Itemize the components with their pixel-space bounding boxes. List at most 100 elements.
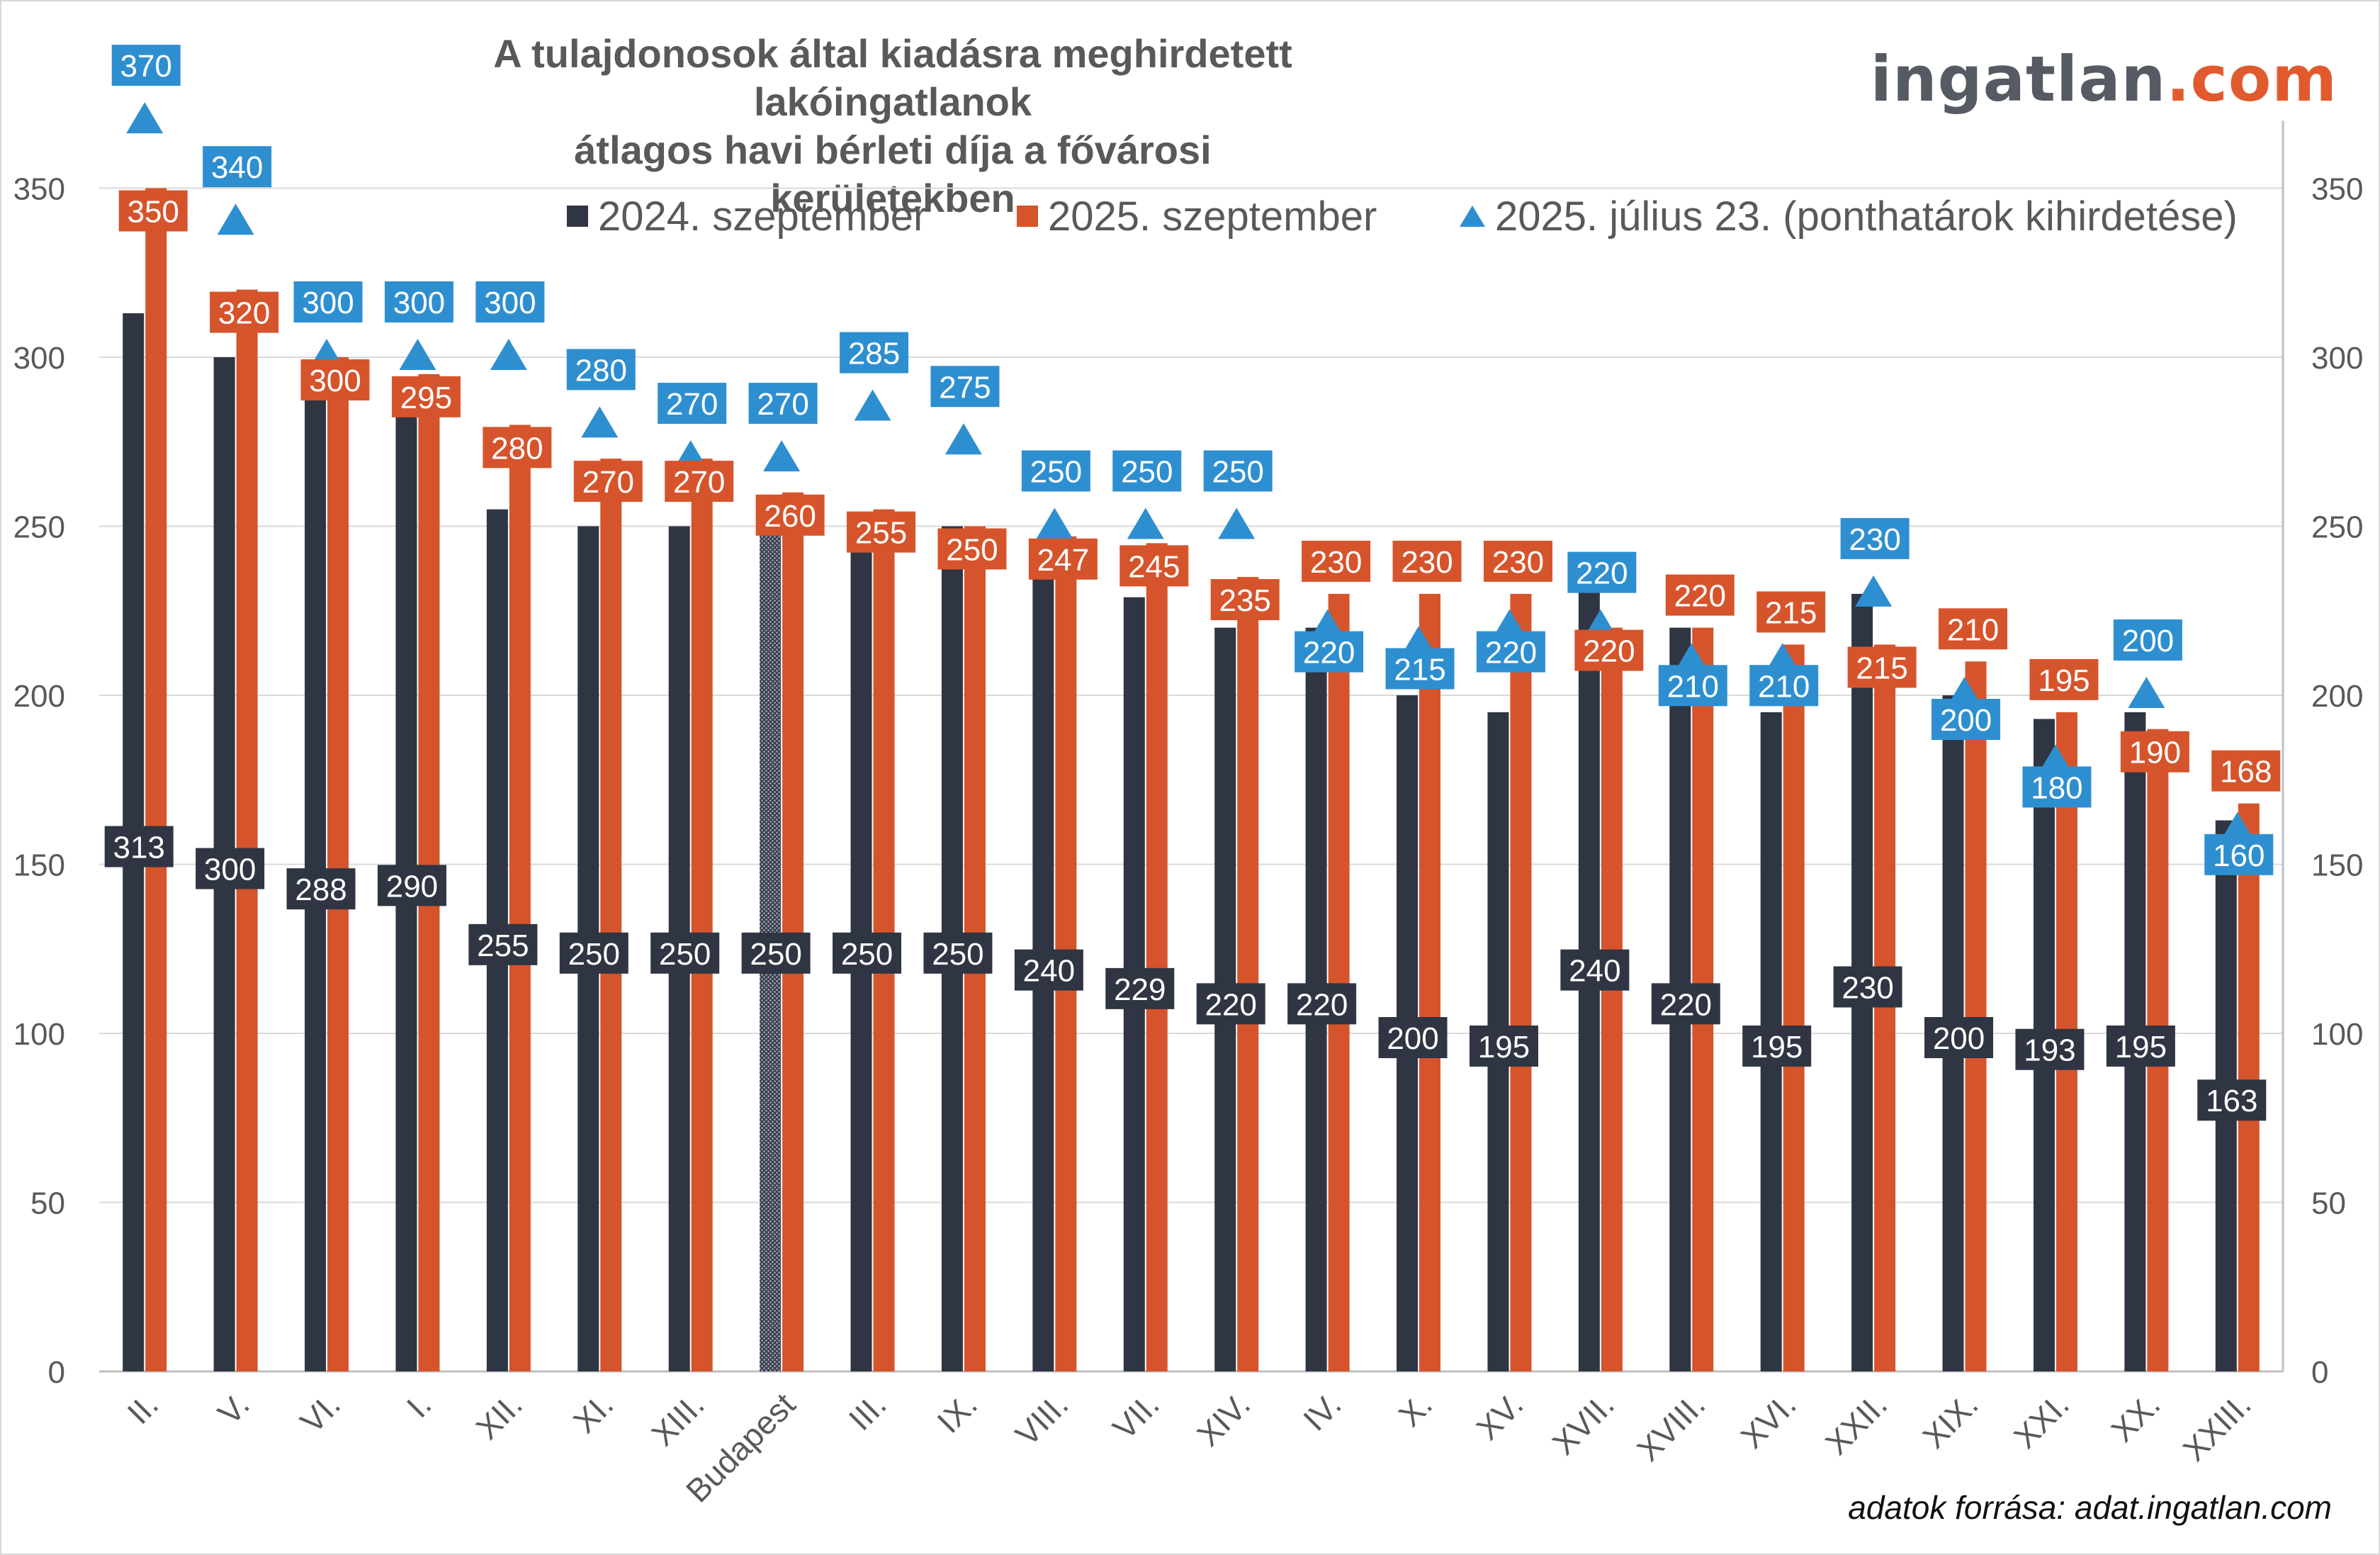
label-2025-xii-text: 280	[491, 431, 543, 466]
label-2024-xiii-text: 250	[659, 937, 711, 972]
label-2024-vii-text: 229	[1114, 972, 1166, 1007]
y-tick-label-left-350: 350	[13, 172, 65, 207]
label-2025-xxiii-box	[2211, 750, 2281, 792]
bar-2025-xii	[509, 425, 531, 1371]
label-2025-ix-box	[937, 528, 1007, 570]
label-july-vii-text: 250	[1121, 455, 1173, 490]
label-2025-vi-text: 300	[309, 364, 361, 398]
x-tick-label-x: X.	[1392, 1386, 1440, 1434]
label-july-xx-text: 200	[2122, 624, 2174, 658]
legend-label-july: 2025. július 23. (ponthatárok kihirdetés…	[1495, 193, 2238, 240]
label-2024-vii: 229	[1105, 967, 1175, 1009]
label-july-iv-box	[1295, 631, 1364, 673]
data-labels: 313 350 370 300 320 340 288 300 300 290 295 300 255 2…	[104, 45, 2281, 1121]
label-2024-xii-text: 255	[477, 928, 529, 963]
label-2025-viii-box	[1028, 538, 1098, 580]
label-july-iv-text: 220	[1303, 636, 1355, 670]
label-2024-iii-text: 250	[841, 937, 893, 972]
label-2024-xviii: 220	[1651, 983, 1720, 1025]
legend-label-2024: 2024. szeptember	[598, 193, 927, 240]
label-july-viii-box	[1021, 450, 1090, 492]
label-2025-xix-box	[1939, 608, 2008, 650]
label-2024-xiv: 220	[1196, 983, 1265, 1025]
label-2024-budapest-box	[741, 932, 811, 974]
label-2025-iv-text: 230	[1310, 545, 1362, 580]
label-2024-xxii-text: 230	[1842, 970, 1893, 1005]
label-2025-xvi-box	[1756, 591, 1826, 633]
label-july-xxii: 230	[1840, 517, 1910, 559]
label-2025-xx-text: 190	[2129, 736, 2181, 770]
x-tick-label-v: V.	[210, 1386, 256, 1432]
label-july-xxii-box	[1840, 517, 1910, 559]
label-2025-v-box	[210, 291, 279, 333]
marker-july-i	[399, 339, 436, 370]
bars	[123, 188, 2260, 1372]
label-july-xvi: 210	[1749, 665, 1819, 707]
label-2024-ix: 250	[923, 932, 993, 974]
label-2025-xvii-text: 220	[1583, 634, 1635, 669]
label-2024-v-text: 300	[204, 853, 256, 887]
y-tick-label-right-300: 300	[2311, 341, 2363, 376]
label-july-vi-box	[293, 281, 363, 322]
marker-july-viii	[1036, 507, 1073, 539]
label-july-i: 300	[384, 281, 453, 322]
label-2024-ii: 313	[104, 826, 174, 868]
label-2025-xix-text: 210	[1947, 612, 1999, 647]
label-2025-xxi: 195	[2029, 658, 2099, 700]
label-july-xix-box	[1931, 699, 2001, 740]
y-tick-label-left-50: 50	[30, 1186, 65, 1221]
label-july-xiv: 250	[1203, 450, 1273, 492]
x-tick-label-iv: IV.	[1296, 1386, 1348, 1438]
x-tick-label-xxiii: XXIII.	[2176, 1386, 2258, 1468]
label-2025-iii: 255	[847, 511, 916, 553]
label-2025-xiii: 270	[665, 461, 734, 503]
label-july-xxi-box	[2022, 766, 2092, 808]
label-july-budapest-text: 270	[757, 387, 808, 422]
x-tick-label-i: I.	[400, 1386, 439, 1425]
label-2024-xix: 200	[1924, 1017, 1994, 1058]
label-2025-x-text: 230	[1401, 545, 1453, 580]
axes: 0 0 50 50 100 100 150 150 200 200 250 250 300 300 350 3…	[13, 120, 2363, 1510]
label-2025-x-box	[1392, 540, 1462, 582]
y-tick-label-right-350: 350	[2311, 172, 2363, 207]
label-july-vi-text: 300	[302, 286, 354, 320]
label-2025-vi: 300	[300, 359, 370, 400]
label-july-xvi-box	[1749, 665, 1819, 707]
bar-2025-iv	[1328, 593, 1350, 1371]
label-2024-xiv-text: 220	[1205, 987, 1256, 1022]
label-july-xxiii: 160	[2204, 833, 2274, 875]
label-july-budapest: 270	[748, 383, 818, 425]
label-july-i-box	[384, 281, 453, 322]
label-2024-xvi: 195	[1742, 1025, 1812, 1067]
label-2024-xx: 195	[2106, 1025, 2175, 1067]
y-tick-label-left-0: 0	[48, 1355, 65, 1390]
label-2024-vii-box	[1105, 967, 1175, 1009]
label-july-xv-text: 220	[1485, 636, 1537, 670]
label-2024-xix-box	[1924, 1017, 1994, 1058]
label-july-xvii-box	[1567, 551, 1637, 593]
label-july-xvii: 220	[1567, 551, 1637, 593]
label-july-v: 340	[203, 146, 272, 188]
label-july-iv: 220	[1295, 631, 1364, 673]
label-july-xvii-text: 220	[1576, 556, 1628, 591]
bar-2025-xiv	[1237, 577, 1259, 1371]
legend-label-2025: 2025. szeptember	[1048, 193, 1377, 240]
label-july-vii: 250	[1112, 450, 1182, 492]
label-2025-xviii: 220	[1665, 574, 1735, 616]
label-july-v-box	[203, 146, 272, 188]
label-2024-budapest: 250	[741, 932, 811, 974]
label-2024-xi-text: 250	[568, 937, 620, 972]
label-2024-xi-box	[559, 932, 628, 974]
label-2025-xiv-text: 235	[1219, 583, 1270, 618]
label-2025-xix: 210	[1939, 608, 2008, 650]
label-july-viii: 250	[1021, 450, 1090, 492]
label-2024-xii-box	[468, 924, 538, 965]
y-tick-label-right-100: 100	[2311, 1017, 2363, 1052]
label-july-ii-text: 370	[120, 49, 171, 84]
chart-title: A tulajdonosok által kiadásra meghirdete…	[453, 30, 1332, 223]
x-tick-label-xviii: XVIII.	[1630, 1386, 1712, 1468]
x-tick-label-xvii: XVII.	[1545, 1386, 1621, 1461]
label-2025-x: 230	[1392, 540, 1462, 582]
label-july-i-text: 300	[393, 286, 445, 320]
bar-2025-budapest	[782, 492, 804, 1371]
